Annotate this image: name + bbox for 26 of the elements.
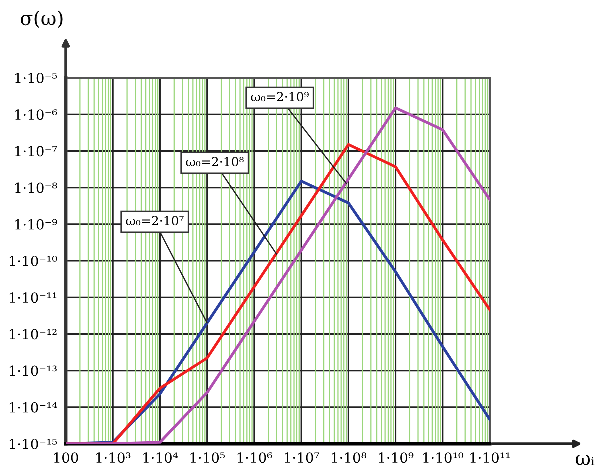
y-tick-label: 1·10⁻¹¹: [10, 292, 57, 304]
x-axis-title: ωᵢ: [576, 455, 595, 466]
y-tick-label: 1·10⁻⁹: [16, 219, 58, 230]
y-tick-label: 1·10⁻¹⁵: [10, 438, 58, 450]
x-tick-label: 1·10⁴: [144, 452, 178, 464]
x-tick-label: 1·10⁸: [332, 452, 367, 464]
y-tick-label: 1·10⁻¹⁰: [10, 256, 58, 266]
y-tick-label: 1·10⁻⁷: [16, 146, 58, 157]
x-tick-label: 1·10⁶: [238, 452, 272, 464]
y-tick-label: 1·10⁻¹²: [10, 329, 57, 340]
y-tick-label: 1·10⁻¹⁴: [10, 402, 58, 413]
annotation: ω₀=2·10⁸: [186, 157, 244, 167]
x-tick-label: 1·10¹⁰: [424, 452, 464, 464]
x-tick-label: 100: [54, 452, 78, 464]
y-tick-label: 1·10⁻⁸: [16, 182, 58, 194]
x-tick-label: 1·10⁵: [190, 452, 226, 464]
x-tick-label: 1·10⁹: [379, 452, 414, 464]
y-tick-label: 1·10⁻¹³: [10, 366, 57, 376]
y-axis-title: σ(ω): [20, 10, 63, 28]
x-tick-label: 1·10¹¹: [470, 452, 510, 464]
y-tick-label: 1·10⁻⁵: [16, 72, 58, 84]
x-tick-label: 1·10⁷: [285, 452, 320, 464]
y-tick-label: 1·10⁻⁶: [16, 110, 58, 120]
annotation: ω₀=2·10⁷: [126, 216, 184, 226]
x-tick-label: 1·10³: [96, 452, 131, 464]
annotation: ω₀=2·10⁹: [251, 92, 309, 102]
